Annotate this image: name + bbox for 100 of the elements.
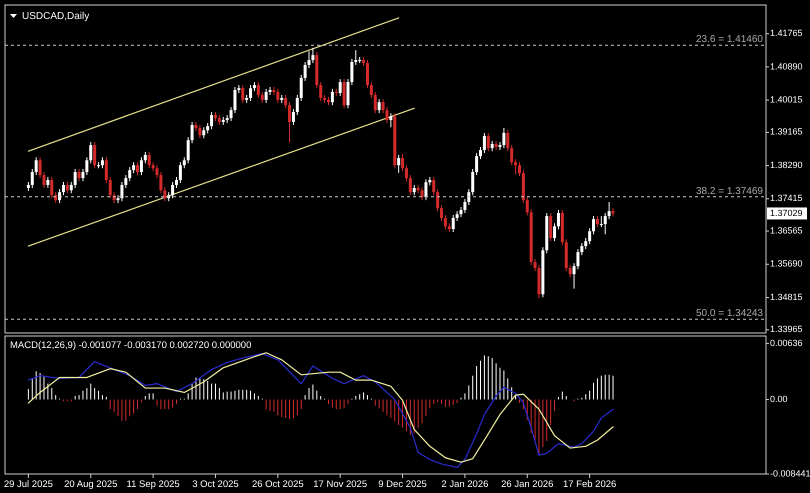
candlestick bbox=[132, 162, 136, 174]
candlestick bbox=[308, 50, 311, 69]
candlestick bbox=[588, 228, 592, 245]
candlestick bbox=[408, 174, 412, 196]
y-tick-label: 1.41765 bbox=[770, 28, 803, 38]
x-tick-label: 9 Dec 2025 bbox=[378, 479, 427, 490]
candlestick bbox=[46, 176, 50, 188]
candlestick bbox=[385, 106, 388, 124]
candlestick bbox=[100, 156, 104, 169]
candlestick bbox=[592, 216, 596, 235]
y-tick-label: 0.00 bbox=[770, 394, 788, 404]
candlestick bbox=[190, 121, 194, 144]
candlestick bbox=[482, 132, 486, 154]
candlestick bbox=[338, 78, 342, 97]
y-tick-label: 1.35690 bbox=[770, 258, 803, 269]
x-tick-label: 26 Oct 2025 bbox=[252, 479, 304, 490]
candlestick bbox=[404, 164, 408, 182]
candlestick bbox=[397, 154, 400, 174]
x-tick-label: 3 Oct 2025 bbox=[192, 479, 239, 490]
candlestick bbox=[256, 82, 260, 99]
candlestick bbox=[194, 121, 198, 132]
x-tick-label: 17 Nov 2025 bbox=[313, 479, 368, 490]
y-tick-label: 1.37415 bbox=[770, 193, 803, 204]
candlestick bbox=[490, 140, 494, 152]
x-tick-label: 11 Sep 2025 bbox=[126, 479, 180, 490]
candlestick bbox=[440, 204, 444, 222]
candlestick bbox=[436, 188, 440, 212]
candlestick bbox=[346, 78, 350, 109]
candlestick bbox=[288, 102, 292, 143]
candlestick bbox=[350, 58, 354, 86]
candlestick bbox=[475, 152, 478, 176]
candlestick bbox=[604, 212, 607, 235]
candlestick bbox=[93, 142, 96, 169]
candlestick bbox=[156, 164, 159, 179]
y-tick-label: 1.40890 bbox=[770, 61, 803, 72]
candlestick bbox=[304, 61, 307, 82]
candlestick bbox=[382, 98, 385, 114]
candlestick bbox=[401, 153, 404, 172]
y-tick-label: -0.008441 bbox=[770, 468, 810, 478]
candlestick bbox=[553, 222, 556, 242]
annotation: 1.37029 bbox=[770, 208, 803, 218]
ref-line-label: 23.6 = 1.41460 bbox=[696, 34, 764, 46]
candlestick bbox=[38, 156, 42, 179]
y-tick-label: 1.40015 bbox=[770, 94, 803, 104]
candlestick bbox=[572, 262, 576, 290]
candlestick bbox=[486, 132, 490, 152]
candlestick bbox=[568, 264, 572, 278]
x-tick-label: 17 Feb 2026 bbox=[562, 479, 616, 490]
candlestick bbox=[374, 91, 377, 114]
candlestick bbox=[502, 128, 506, 149]
y-tick-label: 1.36565 bbox=[770, 225, 803, 236]
candlestick bbox=[330, 88, 334, 106]
candlestick bbox=[362, 56, 366, 67]
candlestick bbox=[144, 151, 147, 164]
ref-line-label: 38.2 = 1.37469 bbox=[696, 186, 764, 197]
candlestick bbox=[249, 84, 252, 102]
candlestick bbox=[140, 156, 143, 176]
candlestick bbox=[78, 168, 81, 182]
candlestick bbox=[264, 88, 268, 104]
candlestick bbox=[163, 186, 166, 202]
candlestick bbox=[576, 248, 580, 270]
y-tick-label: 0.00636 bbox=[770, 338, 803, 348]
candlestick bbox=[202, 126, 206, 139]
candlestick bbox=[424, 178, 428, 201]
candlestick bbox=[556, 210, 560, 230]
candlestick bbox=[230, 106, 233, 122]
x-tick-label: 26 Jan 2026 bbox=[501, 479, 554, 490]
candlestick bbox=[412, 184, 416, 196]
candlestick bbox=[152, 162, 155, 172]
candlestick bbox=[198, 124, 202, 139]
candlestick bbox=[596, 216, 599, 228]
candlestick bbox=[608, 202, 611, 220]
candlestick bbox=[452, 214, 455, 233]
candlestick bbox=[284, 94, 288, 109]
candlestick bbox=[174, 176, 178, 188]
candlestick bbox=[233, 86, 236, 114]
y-tick-label: 1.39165 bbox=[770, 126, 803, 137]
candlestick bbox=[370, 82, 373, 99]
candlestick bbox=[514, 158, 518, 175]
candlestick bbox=[366, 60, 369, 89]
candlestick bbox=[479, 146, 482, 160]
candlestick bbox=[58, 188, 62, 204]
x-tick-label: 20 Aug 2025 bbox=[64, 479, 118, 490]
candlestick bbox=[136, 162, 140, 176]
x-tick-label: 2 Jan 2026 bbox=[441, 479, 488, 490]
candlestick bbox=[81, 168, 84, 182]
candlestick bbox=[214, 112, 217, 122]
candlestick bbox=[456, 210, 459, 222]
candlestick bbox=[432, 176, 436, 196]
candlestick bbox=[159, 172, 162, 194]
candlestick bbox=[311, 47, 314, 64]
candlestick bbox=[66, 181, 69, 194]
candlestick bbox=[171, 181, 174, 199]
candlestick bbox=[42, 172, 46, 188]
candlestick bbox=[26, 181, 30, 192]
text: USDCAD,Daily bbox=[22, 11, 90, 22]
candlestick bbox=[494, 140, 498, 151]
candlestick bbox=[444, 214, 447, 230]
candlestick bbox=[186, 136, 190, 164]
candlestick bbox=[218, 114, 221, 126]
